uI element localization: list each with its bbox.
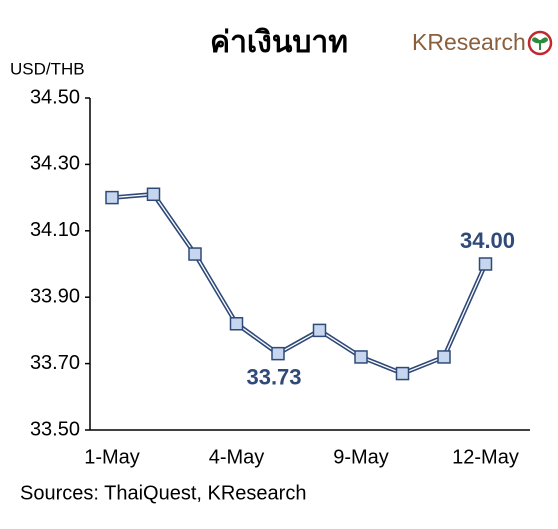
marker <box>188 247 202 261</box>
data-label: 34.00 <box>460 228 515 253</box>
logo-leaf <box>531 37 549 50</box>
marker <box>146 187 161 202</box>
series-line-inner <box>111 193 487 375</box>
y-tick-label: 34.10 <box>30 219 80 241</box>
marker <box>229 317 244 331</box>
x-tick-label: 4-May <box>209 446 265 468</box>
marker <box>395 366 410 381</box>
y-tick-label: 33.90 <box>30 285 80 307</box>
logo-icon <box>527 30 553 56</box>
x-tick-label: 9-May <box>333 446 389 468</box>
y-tick-label: 34.50 <box>30 86 80 108</box>
marker <box>105 190 119 205</box>
marker <box>354 350 368 364</box>
y-axis-label: USD/THB <box>10 59 85 78</box>
y-tick-label: 33.50 <box>30 418 80 440</box>
data-label: 33.73 <box>246 364 301 389</box>
logo: KResearch <box>412 29 526 55</box>
y-tick-label: 33.70 <box>30 352 80 374</box>
y-tick-label: 34.30 <box>30 153 80 175</box>
series-line <box>111 192 488 376</box>
marker <box>437 350 451 364</box>
marker <box>271 346 285 361</box>
x-tick-label: 12-May <box>452 446 519 468</box>
x-tick-label: 1-May <box>84 446 140 468</box>
chart-title: ค่าเงินบาท <box>210 26 348 59</box>
marker <box>312 323 327 338</box>
marker <box>478 257 493 271</box>
source: Sources: ThaiQuest, KResearch <box>20 482 306 504</box>
